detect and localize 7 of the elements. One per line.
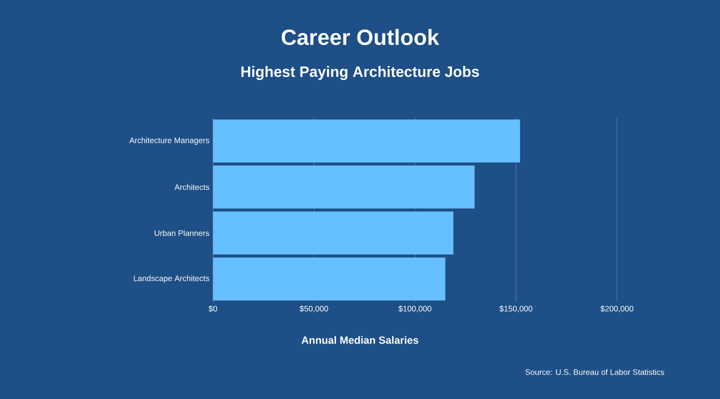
- bar: [213, 166, 475, 209]
- chart-title: Career Outlook: [282, 28, 440, 46]
- bar: [213, 120, 520, 163]
- chart-subtitle: Highest Paying Architecture Jobs: [241, 66, 479, 80]
- bar: [213, 212, 454, 255]
- bar: [213, 258, 446, 301]
- x-axis-title: Annual Median Salaries: [302, 336, 418, 344]
